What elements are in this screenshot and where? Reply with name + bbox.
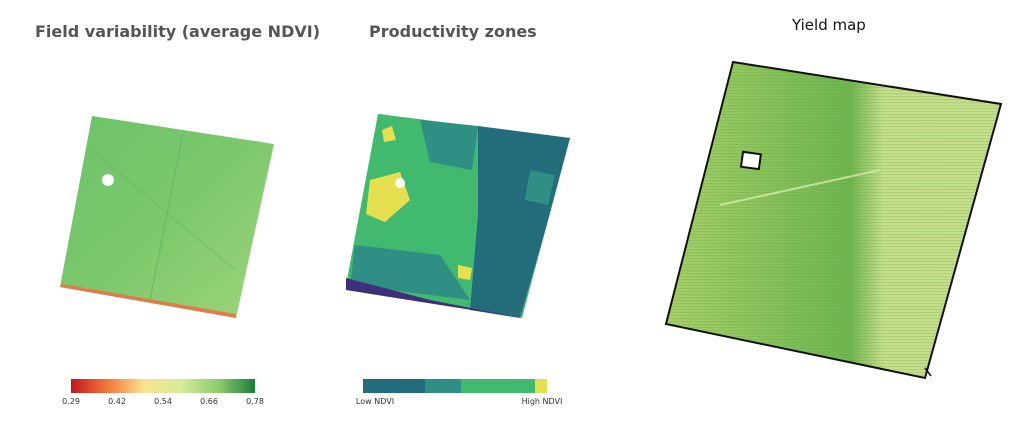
ndvi-colorbar (71, 379, 255, 393)
field-gap (102, 174, 114, 186)
ndvi-tick-5: 0.78 (246, 397, 264, 406)
yield-gap (739, 150, 763, 171)
productivity-zones-map (346, 114, 570, 318)
panel-title-zones: Productivity zones (369, 22, 537, 41)
zones-colorbar (363, 379, 547, 393)
ndvi-tick-1: 0.29 (62, 397, 80, 406)
panel-title-yield: Yield map (792, 16, 866, 34)
ndvi-tick-2: 0.42 (108, 397, 126, 406)
yield-map (664, 60, 1003, 380)
zones-high-label: High NDVI (521, 397, 563, 406)
ndvi-tick-4: 0.66 (200, 397, 218, 406)
zones-low-label: Low NDVI (355, 397, 395, 406)
field-variability-map (60, 116, 274, 318)
ndvi-tick-3: 0.54 (154, 397, 172, 406)
panel-title-variability: Field variability (average NDVI) (35, 22, 320, 41)
